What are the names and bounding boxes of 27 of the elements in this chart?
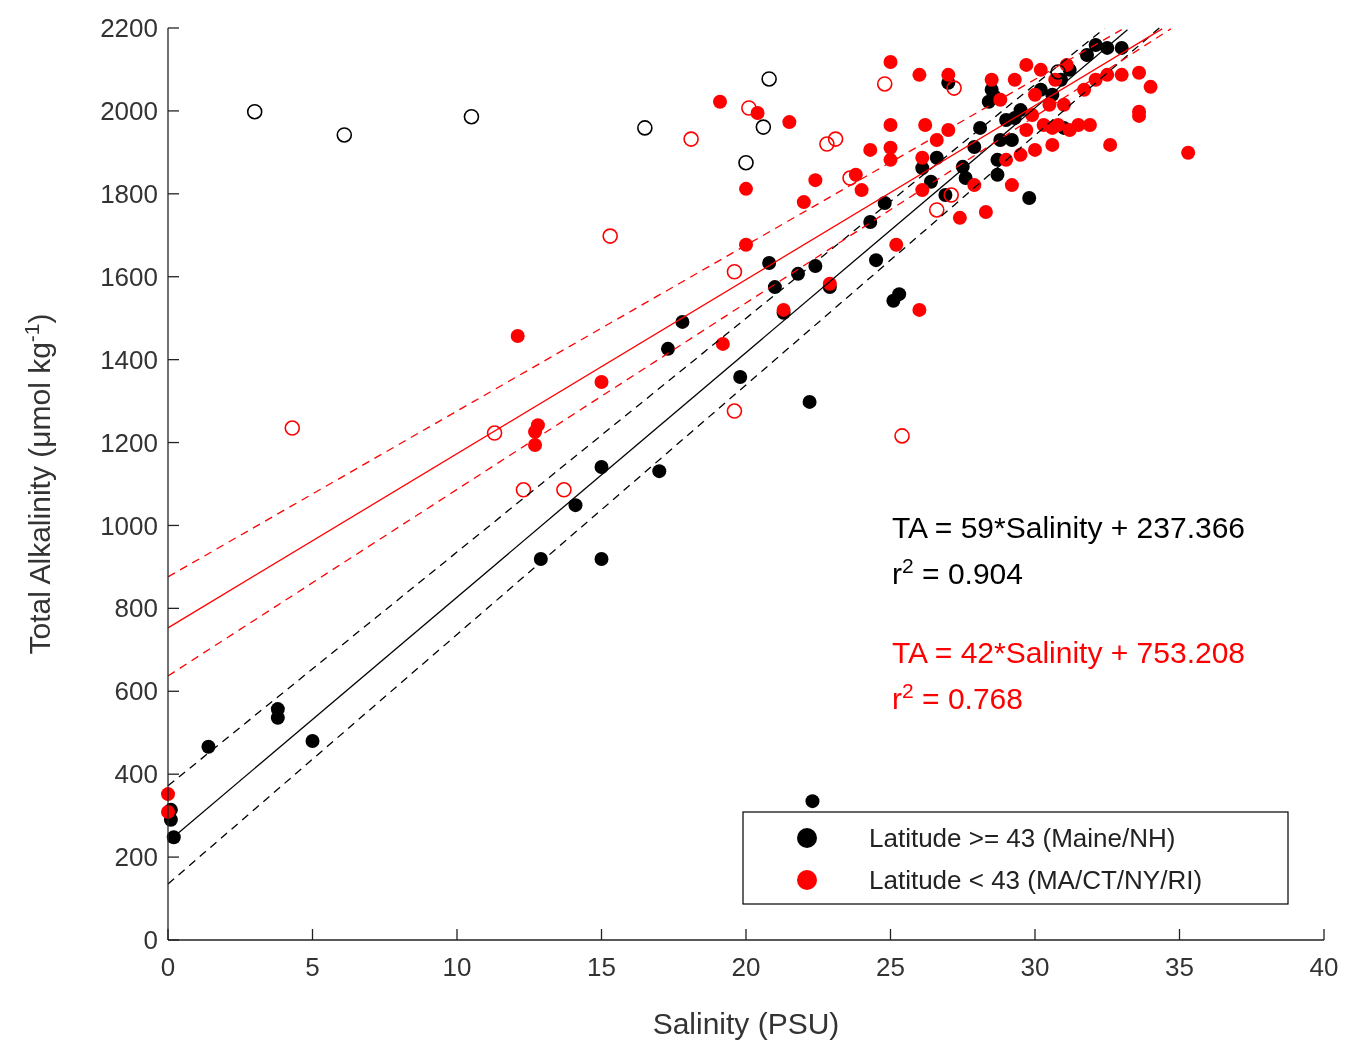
x-axis-title: Salinity (PSU) [652, 1007, 840, 1040]
x-tick-label: 35 [1165, 952, 1194, 982]
y-tick-label: 1200 [100, 427, 158, 458]
annotation: TA = 42*Salinity + 753.208 [892, 636, 1246, 669]
y-tick-label: 2000 [100, 96, 158, 127]
y-tick-label: 1600 [100, 261, 158, 292]
y-tick-label: 0 [143, 925, 158, 956]
y-tick-label: 600 [114, 676, 158, 707]
y-tick-label: 1400 [100, 344, 158, 375]
y-tick-label: 1000 [100, 510, 158, 541]
annotation: r$^{2}$ = 0.904 [892, 553, 1023, 590]
legend-label: Latitude >= 43 (Maine/NH) [869, 823, 1176, 854]
y-tick-label: 2200 [100, 13, 158, 44]
x-tick-label: 40 [1309, 952, 1339, 982]
x-tick-label: 15 [587, 952, 616, 982]
x-tick-label: 20 [731, 952, 761, 982]
y-tick-label: 400 [114, 759, 158, 790]
x-tick-label: 30 [1020, 952, 1050, 982]
annotation: TA = 59*Salinity + 237.366 [892, 511, 1246, 544]
x-tick-label: 25 [876, 952, 905, 982]
y-tick-label: 1800 [100, 178, 158, 209]
legend-label: Latitude < 43 (MA/CT/NY/RI) [869, 865, 1203, 896]
y-tick-label: 200 [114, 842, 158, 873]
x-tick-label: 10 [442, 952, 472, 982]
y-tick-label: 800 [114, 593, 158, 624]
x-tick-label: 5 [305, 952, 320, 982]
annotation: r$^{2}$ = 0.768 [892, 678, 1023, 715]
